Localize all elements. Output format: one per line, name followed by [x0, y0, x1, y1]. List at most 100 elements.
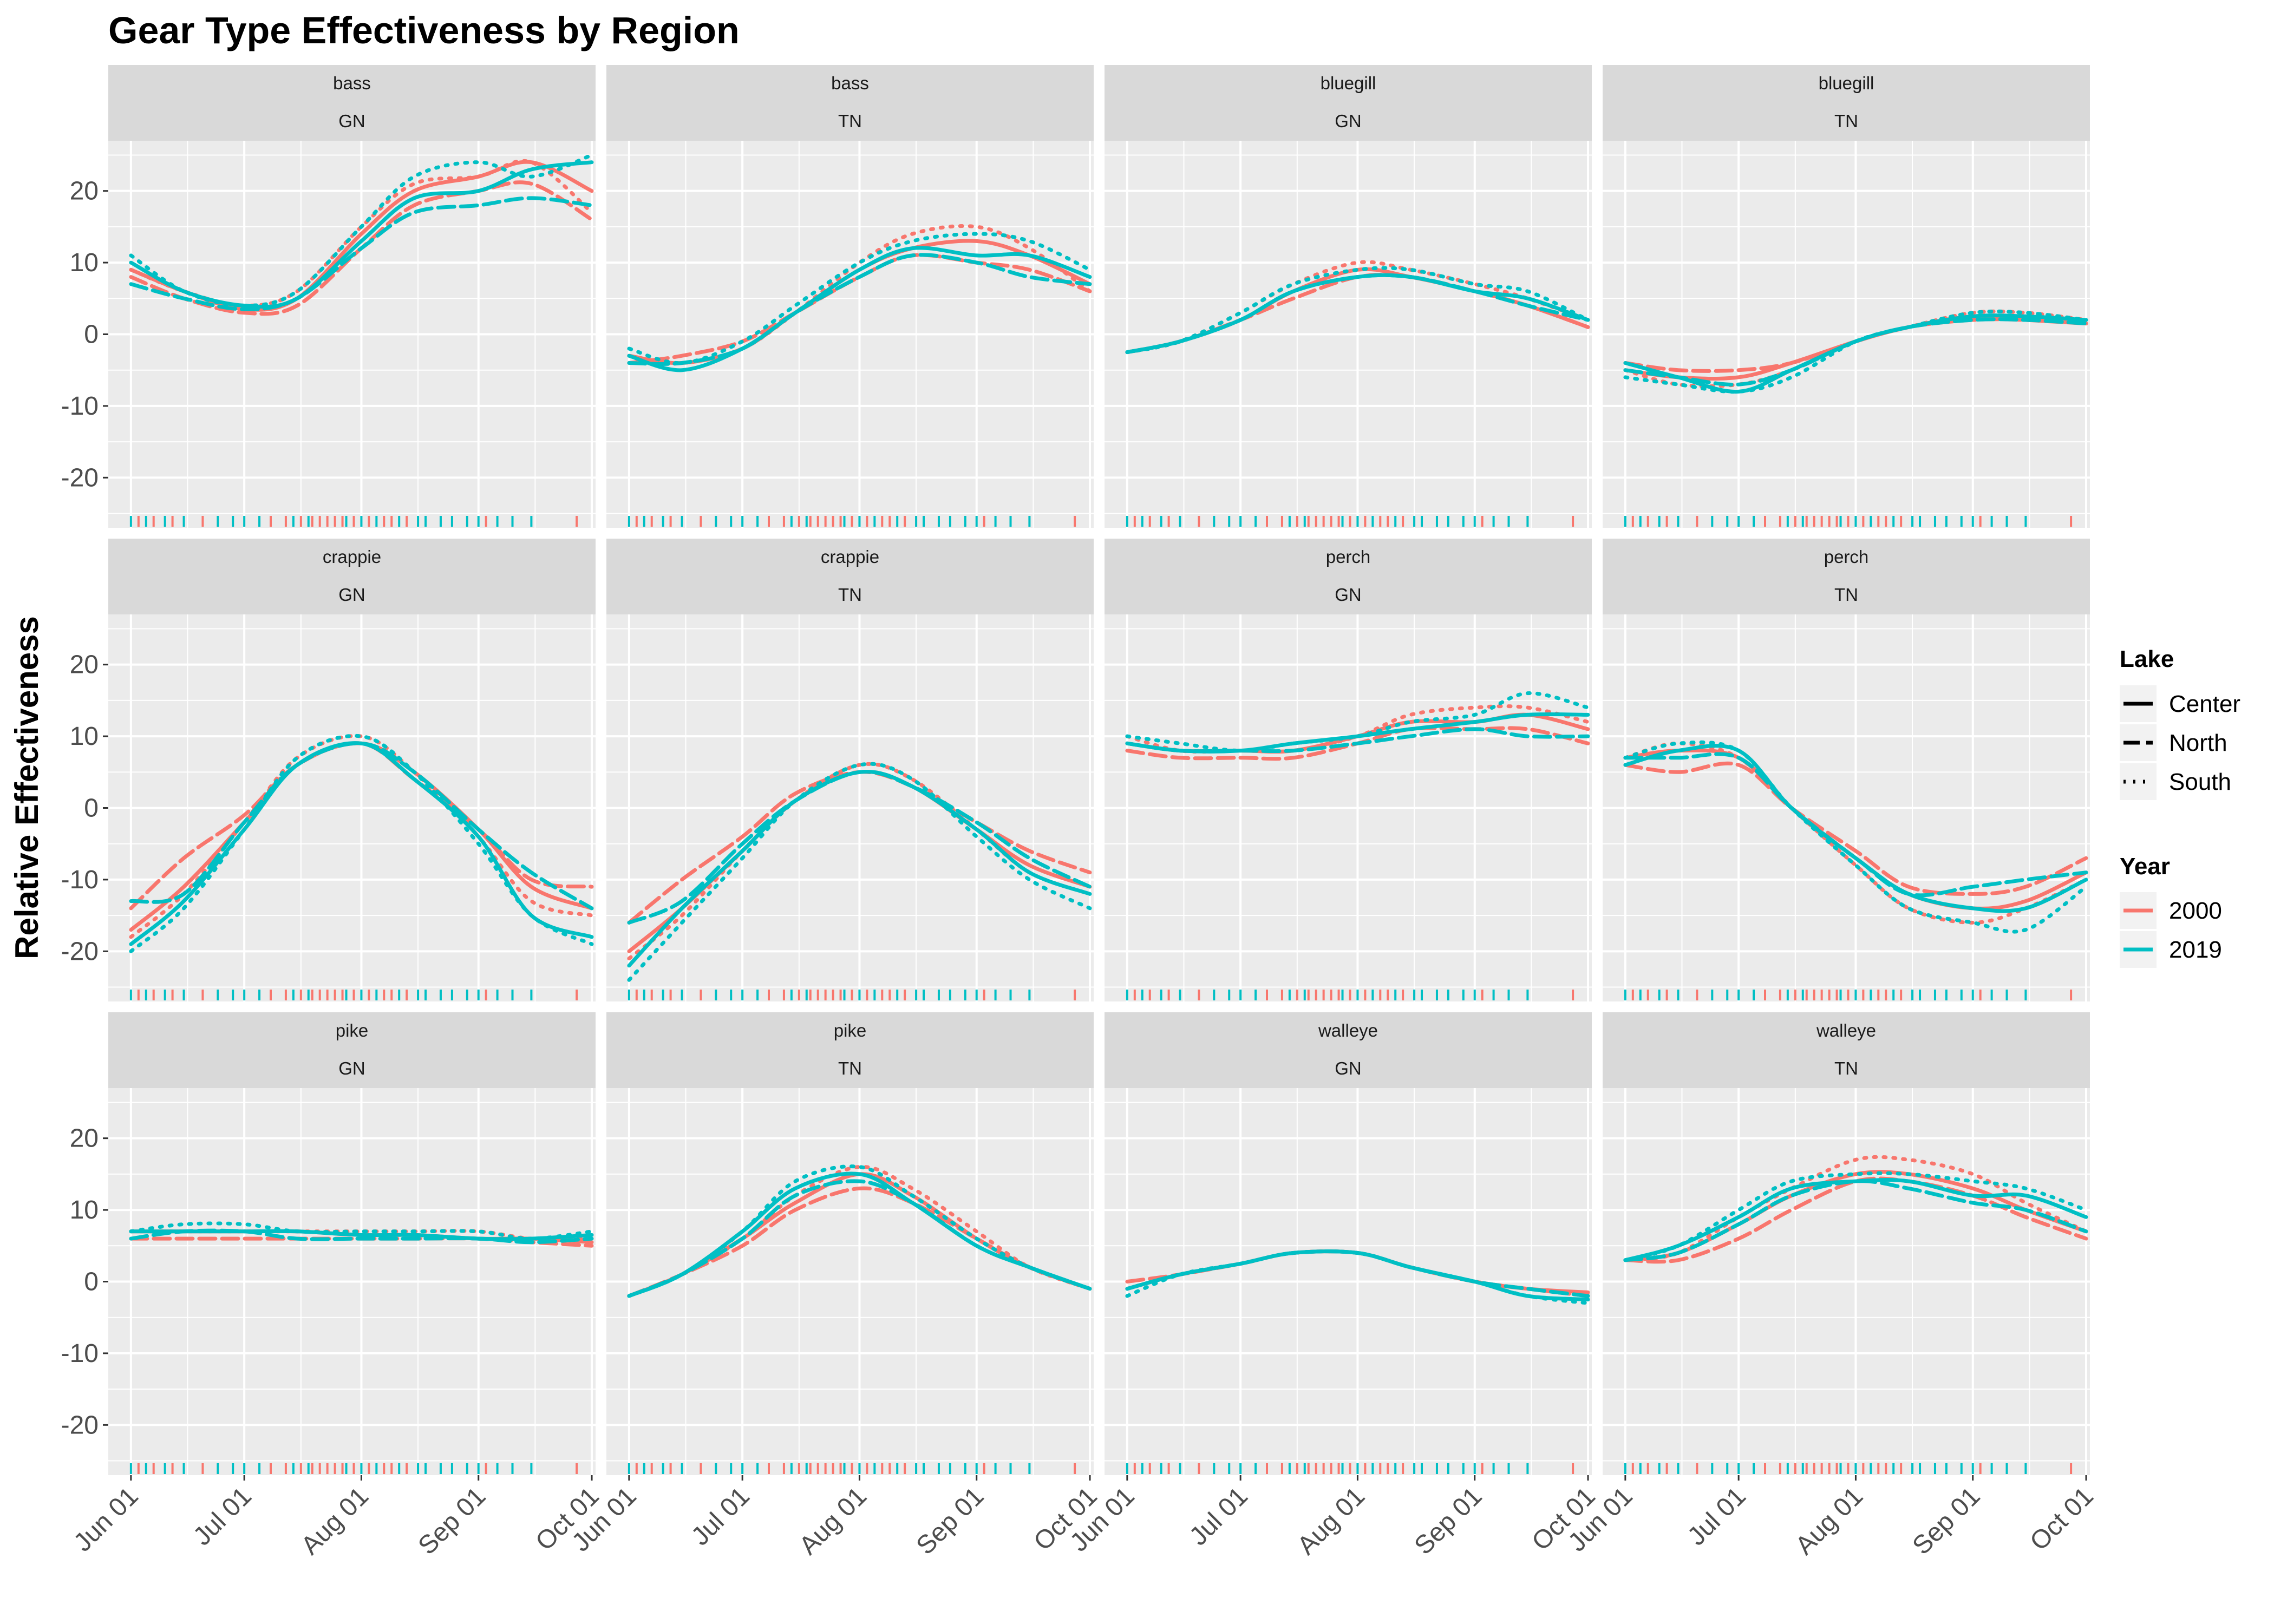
series-line-2019-south	[1125, 266, 1590, 355]
facet-panel-pike-gn: pike GN 20 10 0 -10 -20 Jun 01 Jul 01 Aug 01 Sep 0…	[61, 1012, 605, 1560]
facet-species-label: bass	[831, 73, 869, 93]
series-line-2019-north	[627, 770, 1092, 925]
facet-strip	[1105, 539, 1592, 614]
x-tick-label: Aug 01	[1292, 1482, 1370, 1560]
x-tick-label: Sep 01	[911, 1482, 989, 1560]
facet-species-label: pike	[336, 1020, 369, 1040]
x-tick-label: Jul 01	[1682, 1482, 1752, 1551]
x-tick-label: Sep 01	[1409, 1482, 1487, 1560]
facet-panel-crappie-tn: crappie TN	[606, 539, 1094, 1001]
series-line-2019-south	[1623, 1171, 2088, 1262]
x-tick-label: Sep 01	[413, 1482, 491, 1560]
y-tick-label: 0	[84, 794, 99, 823]
x-tick-label: Jul 01	[1184, 1482, 1253, 1551]
facet-gear-label: TN	[838, 111, 862, 131]
facet-gear-label: GN	[338, 585, 365, 605]
y-tick-label: 0	[84, 1268, 99, 1296]
series-line-2019-south	[1125, 1249, 1590, 1305]
facet-species-label: walleye	[1318, 1020, 1378, 1040]
y-tick-label: 0	[84, 320, 99, 349]
facet-gear-label: GN	[1335, 111, 1362, 131]
facet-species-label: bluegill	[1819, 73, 1874, 93]
x-tick-label: Aug 01	[1790, 1482, 1868, 1560]
facet-strip	[1603, 65, 2090, 141]
facet-species-label: pike	[834, 1020, 867, 1040]
x-tick-label: Jul 01	[188, 1482, 257, 1551]
legend-lake-title: Lake	[2120, 646, 2174, 672]
facet-panel-bluegill-gn: bluegill GN	[1105, 65, 1592, 528]
facet-strip	[606, 539, 1094, 614]
series-line-2019-center	[1623, 1178, 2088, 1262]
series-line-2019-south	[1623, 740, 2088, 934]
facet-gear-label: GN	[338, 1058, 365, 1078]
facet-strip	[1603, 1012, 2090, 1088]
series-line-2019-south	[129, 153, 594, 307]
series-line-2019-north	[1125, 727, 1590, 754]
facet-panel-perch-gn: perch GN	[1105, 539, 1592, 1001]
series-line-2019-north	[1623, 752, 2088, 898]
facet-strip	[606, 65, 1094, 141]
x-tick-label: Oct 01	[2024, 1482, 2099, 1556]
facet-gear-label: TN	[1834, 111, 1858, 131]
series-line-2019-south	[129, 734, 594, 953]
facet-species-label: crappie	[821, 547, 879, 567]
facet-strip	[606, 1012, 1094, 1088]
facet-panel-perch-tn: perch TN	[1603, 539, 2090, 1001]
facet-species-label: walleye	[1816, 1020, 1876, 1040]
facet-panel-bass-gn: bass GN 20 10 0 -10 -20	[61, 65, 596, 528]
facet-strip	[108, 1012, 596, 1088]
facet-species-label: perch	[1824, 547, 1869, 567]
series-line-2019-center	[627, 246, 1092, 372]
facet-panel-bluegill-tn: bluegill TN	[1603, 65, 2090, 528]
facet-strip	[1105, 65, 1592, 141]
y-tick-label: 10	[70, 1196, 99, 1224]
x-tick-label: Jun 01	[68, 1482, 143, 1557]
y-tick-label: 20	[70, 177, 99, 206]
legend-year-label: 2000	[2169, 898, 2222, 924]
series-line-2000-north	[1623, 761, 2088, 896]
y-tick-label: -10	[61, 392, 99, 421]
y-tick-label: 10	[70, 248, 99, 277]
y-tick-label: 20	[70, 651, 99, 679]
legend: Lake Center North South Year 2000 2019	[2120, 646, 2240, 968]
series-line-2019-south	[627, 1164, 1092, 1298]
y-axis-label: Relative Effectiveness	[9, 616, 45, 959]
facet-strip	[1105, 1012, 1592, 1088]
facet-gear-label: GN	[1335, 585, 1362, 605]
y-tick-label: -20	[61, 1411, 99, 1439]
facet-gear-label: TN	[838, 1058, 862, 1078]
facet-gear-label: TN	[1834, 585, 1858, 605]
series-line-2019-north	[1623, 1179, 2088, 1262]
series-line-2019-south	[1125, 691, 1590, 753]
x-tick-label: Jul 01	[686, 1482, 755, 1551]
facet-panel-crappie-gn: crappie GN 20 10 0 -10 -20	[61, 539, 596, 1001]
series-line-2019-south	[627, 232, 1092, 365]
y-tick-label: 20	[70, 1124, 99, 1153]
series-line-2019-south	[627, 762, 1092, 982]
x-tick-label: Aug 01	[296, 1482, 374, 1560]
facet-species-label: crappie	[323, 547, 381, 567]
facet-gear-label: TN	[838, 585, 862, 605]
facet-species-label: perch	[1326, 547, 1371, 567]
facet-gear-label: GN	[1335, 1058, 1362, 1078]
facet-panel-bass-tn: bass TN	[606, 65, 1094, 528]
series-line-2019-north	[129, 1228, 594, 1245]
facet-species-label: bluegill	[1321, 73, 1376, 93]
facet-gear-label: TN	[1834, 1058, 1858, 1078]
facet-panels: bassGN20100-10-20bassTNbluegillGNbluegil…	[61, 65, 2099, 1560]
y-tick-label: -20	[61, 463, 99, 492]
chart-title: Gear Type Effectiveness by Region	[108, 9, 740, 51]
y-tick-label: -20	[61, 937, 99, 966]
facet-gear-label: GN	[338, 111, 365, 131]
facet-strip	[108, 539, 596, 614]
legend-key-background	[2120, 763, 2157, 800]
series-line-2019-south	[1623, 309, 2088, 394]
facet-strip	[108, 65, 596, 141]
legend-lake-label: Center	[2169, 691, 2240, 717]
legend-year-label: 2019	[2169, 937, 2222, 963]
x-tick-label: Aug 01	[794, 1482, 872, 1560]
